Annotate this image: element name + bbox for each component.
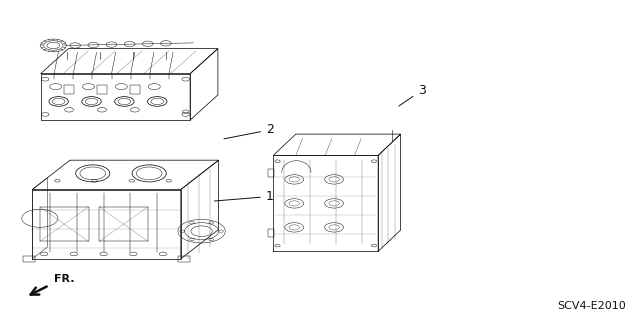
Text: FR.: FR. <box>54 274 74 284</box>
Bar <box>178 256 189 261</box>
Text: 3: 3 <box>399 84 426 106</box>
Bar <box>99 207 148 242</box>
Bar <box>268 169 275 177</box>
Bar <box>64 85 74 94</box>
Bar <box>40 207 89 242</box>
Text: 2: 2 <box>224 124 274 139</box>
Bar <box>97 85 108 94</box>
Bar <box>268 229 275 237</box>
Bar <box>24 256 35 261</box>
Text: SCV4-E2010: SCV4-E2010 <box>557 301 626 311</box>
Bar <box>130 85 140 94</box>
Text: 1: 1 <box>214 190 274 203</box>
